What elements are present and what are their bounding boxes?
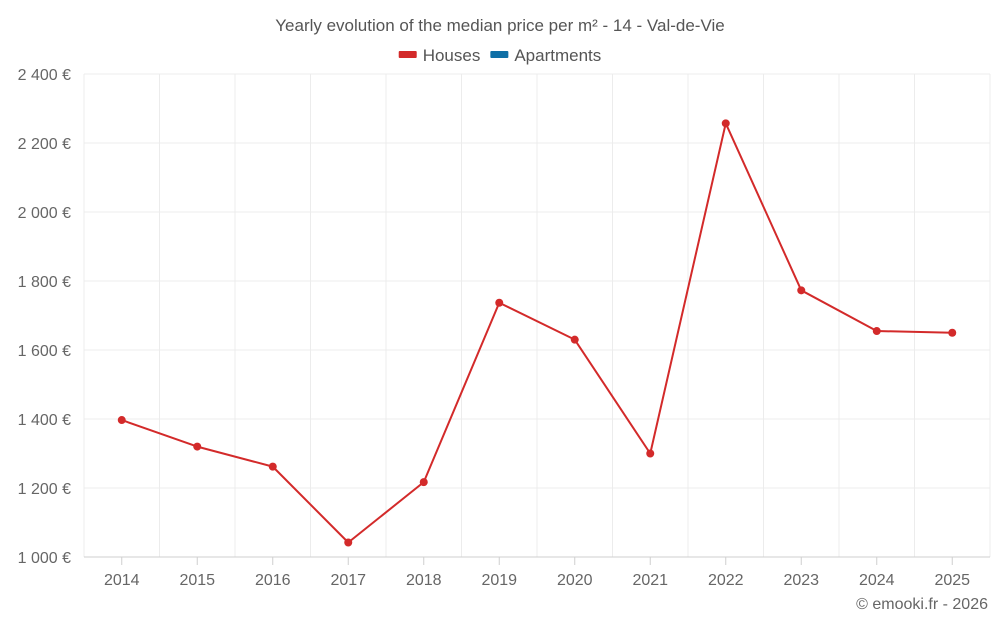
data-point[interactable] xyxy=(495,298,504,307)
x-tick-label: 2024 xyxy=(859,572,895,589)
x-tick-label: 2018 xyxy=(406,572,442,589)
data-point[interactable] xyxy=(570,335,579,344)
data-point[interactable] xyxy=(117,416,126,425)
data-point[interactable] xyxy=(344,538,353,547)
x-tick-label: 2019 xyxy=(481,572,517,589)
legend-item-houses[interactable]: Houses xyxy=(398,46,481,65)
data-point[interactable] xyxy=(193,442,202,451)
series-layer xyxy=(117,119,957,547)
x-tick-label: 2025 xyxy=(934,572,970,589)
data-point[interactable] xyxy=(872,327,881,336)
y-axis: 1 000 € 1 200 € 1 400 € 1 600 € 1 800 € 2 000… xyxy=(18,67,71,567)
y-tick-label: 2 000 € xyxy=(18,205,71,222)
data-point[interactable] xyxy=(948,328,957,337)
y-tick-label: 1 800 € xyxy=(18,274,71,291)
y-tick-label: 1 400 € xyxy=(18,412,71,429)
legend: Houses Apartments xyxy=(398,46,601,65)
credit-text: © emooki.fr - 2026 xyxy=(856,596,988,613)
y-tick-label: 1 000 € xyxy=(18,550,71,567)
data-point[interactable] xyxy=(419,478,428,487)
y-tick-label: 2 200 € xyxy=(18,136,71,153)
x-tick-label: 2015 xyxy=(179,572,215,589)
y-tick-label: 2 400 € xyxy=(18,67,71,84)
data-point[interactable] xyxy=(268,462,277,471)
grid xyxy=(83,73,991,557)
legend-swatch xyxy=(490,51,509,58)
series-line-houses xyxy=(121,122,953,544)
x-tick-label: 2016 xyxy=(255,572,291,589)
legend-label: Apartments xyxy=(514,46,601,65)
legend-swatch xyxy=(398,51,417,58)
y-tick-label: 1 200 € xyxy=(18,481,71,498)
x-tick-label: 2014 xyxy=(104,572,140,589)
data-point[interactable] xyxy=(721,119,730,128)
legend-label: Houses xyxy=(423,46,481,65)
data-point[interactable] xyxy=(646,449,655,458)
x-tick-label: 2017 xyxy=(330,572,366,589)
data-point[interactable] xyxy=(797,286,806,295)
legend-item-apartments[interactable]: Apartments xyxy=(490,46,601,65)
y-tick-label: 1 600 € xyxy=(18,343,71,360)
x-axis: 2014 2015 2016 2017 2018 2019 2020 2021 2022 2023… xyxy=(84,556,990,589)
chart-title: Yearly evolution of the median price per… xyxy=(275,16,724,35)
x-tick-label: 2022 xyxy=(708,572,744,589)
x-tick-label: 2021 xyxy=(632,572,668,589)
x-tick-label: 2020 xyxy=(557,572,593,589)
x-tick-label: 2023 xyxy=(783,572,819,589)
